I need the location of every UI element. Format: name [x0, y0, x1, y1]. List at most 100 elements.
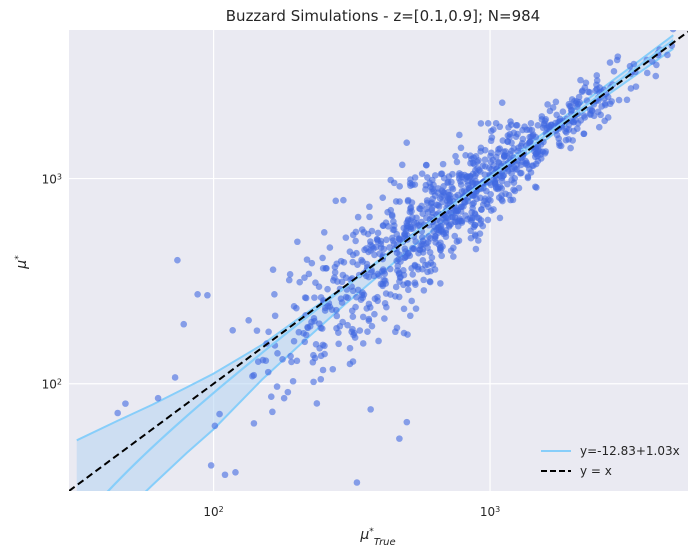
scatter-point — [547, 121, 555, 129]
scatter-point — [469, 192, 477, 199]
scatter-point — [495, 159, 502, 167]
scatter-point — [311, 354, 319, 362]
scatter-point — [342, 274, 350, 281]
scatter-point — [400, 305, 408, 313]
scatter-point — [546, 107, 554, 115]
scatter-point — [467, 218, 475, 225]
scatter-point — [578, 88, 586, 96]
scatter-point — [470, 199, 477, 207]
scatter-point — [390, 179, 398, 187]
scatter-point — [496, 214, 504, 222]
svg-text:μ*: μ* — [14, 255, 30, 270]
scatter-point — [114, 409, 121, 417]
scatter-point — [420, 276, 427, 284]
scatter-point — [271, 312, 279, 320]
scatter-point — [449, 185, 457, 193]
scatter-point — [430, 223, 438, 230]
scatter-point — [438, 226, 445, 233]
legend-box — [530, 436, 682, 487]
scatter-point — [475, 215, 483, 222]
scatter-point — [437, 244, 444, 251]
x-tick-label-base: 10 — [203, 505, 218, 519]
scatter-point — [418, 202, 425, 210]
scatter-point — [635, 20, 642, 27]
scatter-point — [376, 250, 383, 258]
scatter-point — [300, 329, 307, 337]
plot-area — [69, 19, 688, 491]
scatter-point — [249, 372, 256, 380]
scatter-point — [488, 165, 495, 173]
scatter-point — [445, 195, 452, 203]
scatter-point — [439, 198, 446, 206]
scatter-point — [504, 132, 512, 139]
scatter-point — [338, 299, 346, 306]
scatter-point — [312, 340, 320, 348]
chart-title: Buzzard Simulations - z=[0.1,0.9]; N=984 — [226, 7, 540, 25]
scatter-point — [559, 108, 567, 115]
scatter-point — [411, 279, 419, 287]
scatter-point — [265, 328, 272, 336]
scatter-point — [396, 274, 404, 282]
scatter-point — [524, 174, 532, 182]
scatter-point — [392, 283, 400, 291]
scatter-point — [530, 162, 537, 169]
scatter-point — [317, 375, 325, 383]
identity-line — [69, 30, 688, 491]
scatter-point — [604, 114, 612, 121]
x-tick-label-base: 10 — [480, 505, 495, 519]
scatter-point — [527, 120, 535, 127]
x-tick-label: 102 — [203, 505, 223, 520]
scatter-point — [562, 136, 570, 144]
scatter-point — [367, 406, 374, 413]
scatter-point — [359, 258, 366, 265]
scatter-point — [366, 203, 373, 211]
scatter-point — [340, 196, 347, 204]
scatter-point — [602, 101, 609, 109]
x-tick-label: 103 — [480, 505, 500, 520]
scatter-point — [360, 291, 368, 298]
scatter-point — [387, 291, 394, 298]
scatter-point — [423, 205, 430, 213]
scatter-point — [364, 230, 372, 238]
scatter-point — [580, 130, 588, 138]
scatter-point — [410, 245, 418, 253]
scatter-point — [365, 300, 373, 308]
scatter-point — [412, 238, 420, 245]
scatter-point — [365, 273, 372, 281]
scatter-point — [368, 322, 376, 330]
scatter-point — [515, 184, 523, 192]
scatter-point — [374, 297, 381, 305]
scatter-point — [487, 137, 495, 145]
scatter-point — [499, 137, 507, 144]
scatter-point — [481, 156, 489, 163]
scatter-point — [419, 245, 427, 253]
scatter-point — [462, 151, 469, 159]
scatter-point — [652, 19, 659, 26]
scatter-point — [245, 316, 252, 324]
scatter-point — [389, 226, 397, 234]
scatter-point — [467, 152, 474, 159]
x-axis-label: μ*True — [359, 527, 395, 548]
y-axis-label: μ* — [14, 255, 30, 270]
scatter-point — [271, 291, 278, 298]
y-tick-label-base: 10 — [42, 378, 57, 392]
scatter-point — [508, 121, 515, 128]
scatter-point — [267, 393, 275, 401]
scatter-point — [468, 208, 475, 216]
scatter-point — [484, 216, 492, 224]
scatter-point — [318, 325, 326, 332]
scatter-point — [615, 96, 623, 104]
scatter-point — [322, 264, 330, 272]
scatter-point — [577, 76, 584, 84]
scatter-point — [487, 152, 494, 160]
scatter-point — [250, 420, 258, 427]
scatter-point — [358, 226, 366, 233]
scatter-point — [454, 207, 462, 214]
scatter-point — [365, 315, 373, 323]
scatter-point — [287, 352, 294, 360]
scatter-point — [290, 303, 298, 310]
scatter-point — [383, 236, 390, 244]
scatter-point — [374, 229, 382, 237]
scatter-point — [274, 349, 281, 357]
